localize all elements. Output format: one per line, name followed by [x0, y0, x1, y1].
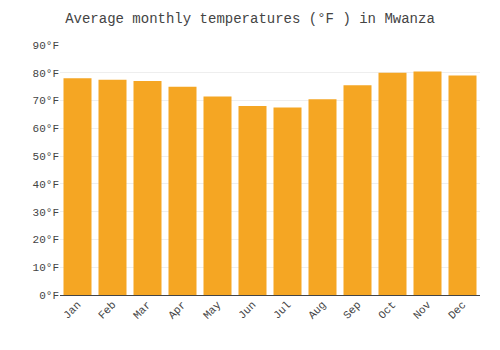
svg-text:30°F: 30°F — [33, 207, 59, 219]
svg-text:Jan: Jan — [61, 299, 83, 321]
svg-text:Jun: Jun — [236, 299, 258, 321]
svg-text:90°F: 90°F — [33, 40, 59, 52]
svg-text:70°F: 70°F — [33, 95, 59, 107]
svg-text:Jul: Jul — [271, 299, 293, 321]
svg-text:60°F: 60°F — [33, 123, 59, 135]
svg-text:80°F: 80°F — [33, 68, 59, 80]
svg-text:Sep: Sep — [341, 299, 363, 321]
svg-text:Oct: Oct — [376, 299, 398, 321]
svg-text:Nov: Nov — [411, 299, 434, 322]
svg-text:Feb: Feb — [96, 299, 118, 321]
svg-text:May: May — [201, 299, 224, 322]
svg-text:50°F: 50°F — [33, 151, 59, 163]
svg-text:Average monthly temperatures (: Average monthly temperatures (°F ) in Mw… — [65, 11, 435, 27]
svg-text:Aug: Aug — [306, 299, 328, 321]
svg-text:10°F: 10°F — [33, 262, 59, 274]
svg-text:Dec: Dec — [446, 299, 468, 321]
svg-text:40°F: 40°F — [33, 179, 59, 191]
svg-text:0°F: 0°F — [39, 290, 59, 302]
svg-text:Apr: Apr — [166, 299, 188, 321]
svg-text:20°F: 20°F — [33, 234, 59, 246]
svg-text:Mar: Mar — [131, 299, 153, 321]
